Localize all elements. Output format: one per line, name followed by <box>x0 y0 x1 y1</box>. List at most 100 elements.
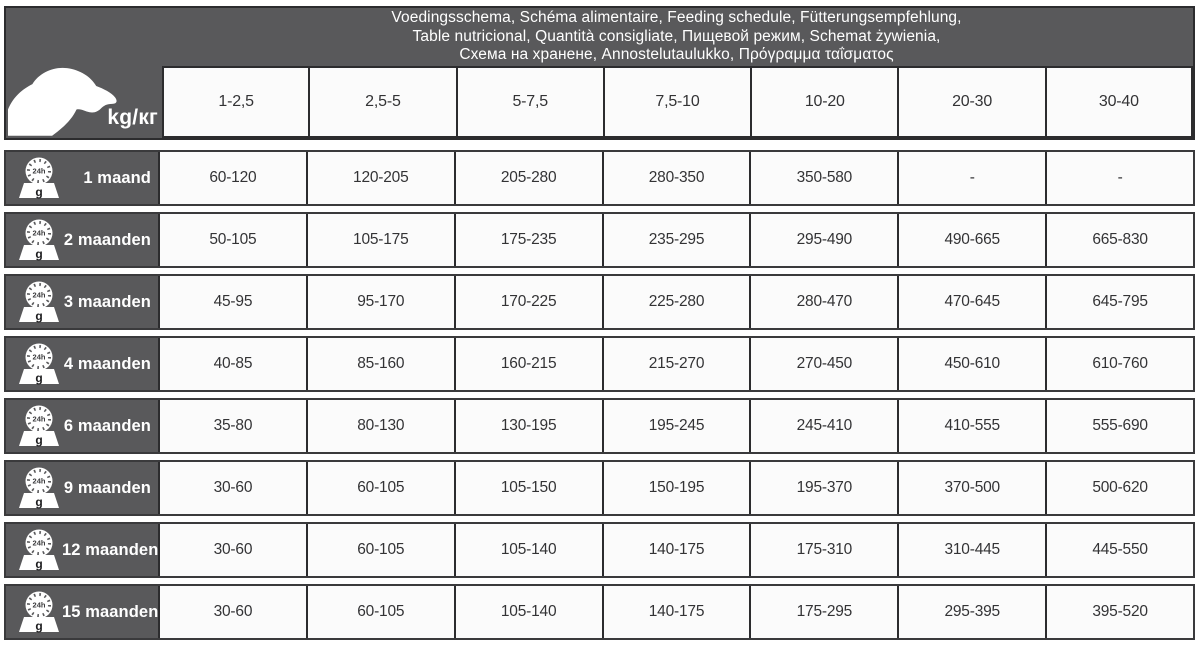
weight-range-header-row: 1-2,5 2,5-5 5-7,5 7,5-10 10-20 20-30 30-40 <box>162 66 1193 138</box>
feeding-amount-cell: 295-395 <box>897 586 1046 638</box>
feeding-amount-cell: 195-370 <box>749 462 898 514</box>
feeding-amount-cell: 450-610 <box>897 338 1046 390</box>
svg-text:24h: 24h <box>33 539 46 548</box>
row-label: 6 maanden <box>63 416 151 435</box>
feeding-amount-cell: 45-95 <box>158 276 306 328</box>
svg-text:g: g <box>35 433 42 447</box>
svg-text:24h: 24h <box>33 291 46 300</box>
feeding-amount-cell: 310-445 <box>897 524 1046 576</box>
feeding-amount-cell: 105-140 <box>453 586 602 638</box>
table-row: 24h g 3 maanden 45-95 95-170 170-225 225-28… <box>4 274 1195 330</box>
row-label: 12 maanden <box>62 540 158 559</box>
table-row: 24h g 4 maanden 40-85 85-160 160-215 215-27… <box>4 336 1195 392</box>
row-label: 4 maanden <box>63 354 151 373</box>
feeding-amount-cell: 40-85 <box>158 338 306 390</box>
feeding-amount-cell: 555-690 <box>1045 400 1193 452</box>
row-label-cell: 24h g 6 maanden <box>6 400 158 452</box>
feeding-amount-cell: 610-760 <box>1045 338 1193 390</box>
feeding-amount-cell: 295-490 <box>749 214 898 266</box>
row-label: 1 maand <box>83 168 151 187</box>
table-row: 24h g 6 maanden 35-80 80-130 130-195 195-24… <box>4 398 1195 454</box>
svg-text:g: g <box>35 619 42 633</box>
feeding-amount-cell: 280-470 <box>749 276 898 328</box>
feeding-amount-cell: 490-665 <box>897 214 1046 266</box>
svg-text:24h: 24h <box>33 229 46 238</box>
row-label: 3 maanden <box>63 292 151 311</box>
feeding-amount-cell: 500-620 <box>1045 462 1193 514</box>
feeding-amount-cell: 170-225 <box>453 276 602 328</box>
feeding-amount-cell: 35-80 <box>158 400 306 452</box>
feeding-amount-cell: 370-500 <box>897 462 1046 514</box>
feeding-amount-cell: 160-215 <box>453 338 602 390</box>
feeding-amount-cell: 205-280 <box>453 152 602 204</box>
weight-range-header-cell: 30-40 <box>1045 66 1193 138</box>
feeding-amount-cell: 105-140 <box>453 524 602 576</box>
feeding-amount-cell: 60-105 <box>305 524 454 576</box>
row-label-cell: 24h g 2 maanden <box>6 214 158 266</box>
feeding-amount-cell: 50-105 <box>158 214 306 266</box>
table-header-block: Voedingsschema, Schéma alimentaire, Feed… <box>4 6 1195 140</box>
feeding-amount-cell: - <box>897 152 1046 204</box>
svg-text:g: g <box>35 557 42 571</box>
feeding-amount-cell: 80-130 <box>305 400 454 452</box>
weight-range-header-cell: 1-2,5 <box>162 66 310 138</box>
weight-range-header-cell: 2,5-5 <box>309 66 457 138</box>
title-line-3: Схема на хранене, Annostelutaulukko, Πρό… <box>459 46 894 64</box>
feeding-amount-cell: 30-60 <box>158 586 306 638</box>
feeding-amount-cell: 95-170 <box>305 276 454 328</box>
weight-unit-label: kg/кг <box>107 106 158 129</box>
feeding-amount-cell: 120-205 <box>305 152 454 204</box>
feeding-amount-cell: 105-150 <box>453 462 602 514</box>
kitchen-scale-icon: 24h g <box>19 591 59 633</box>
svg-text:g: g <box>35 185 42 199</box>
feeding-amount-cell: 30-60 <box>158 524 306 576</box>
feeding-amount-cell: 195-245 <box>601 400 750 452</box>
feeding-amount-cell: 445-550 <box>1045 524 1193 576</box>
svg-text:24h: 24h <box>33 353 46 362</box>
table-row: 24h g 9 maanden 30-60 60-105 105-150 150-19… <box>4 460 1195 516</box>
svg-text:24h: 24h <box>33 477 46 486</box>
feeding-amount-cell: 85-160 <box>305 338 454 390</box>
feeding-amount-cell: 645-795 <box>1045 276 1193 328</box>
table-body: 24h g 1 maand 60-120 120-205 205-280 280-35… <box>4 150 1195 646</box>
svg-text:g: g <box>35 309 42 323</box>
feeding-amount-cell: 245-410 <box>749 400 898 452</box>
title-line-1: Voedingsschema, Schéma alimentaire, Feed… <box>391 8 962 26</box>
kitchen-scale-icon: 24h g <box>19 343 59 385</box>
row-label: 2 maanden <box>63 230 151 249</box>
feeding-amount-cell: 60-105 <box>305 586 454 638</box>
table-row: 24h g 2 maanden 50-105 105-175 175-235 235-… <box>4 212 1195 268</box>
svg-text:g: g <box>35 247 42 261</box>
svg-text:24h: 24h <box>33 415 46 424</box>
feeding-amount-cell: 235-295 <box>601 214 750 266</box>
feeding-amount-cell: 175-235 <box>453 214 602 266</box>
table-row: 24h g 12 maanden 30-60 60-105 105-140 140-1… <box>4 522 1195 578</box>
feeding-amount-cell: 175-295 <box>749 586 898 638</box>
feeding-amount-cell: 470-645 <box>897 276 1046 328</box>
feeding-amount-cell: 410-555 <box>897 400 1046 452</box>
kitchen-scale-icon: 24h g <box>19 467 59 509</box>
weight-range-header-cell: 7,5-10 <box>603 66 752 138</box>
kitchen-scale-icon: 24h g <box>19 157 59 199</box>
table-row: 24h g 15 maanden 30-60 60-105 105-140 140-1… <box>4 584 1195 640</box>
feeding-amount-cell: 130-195 <box>453 400 602 452</box>
feeding-amount-cell: 225-280 <box>601 276 750 328</box>
feeding-amount-cell: 270-450 <box>749 338 898 390</box>
weight-range-header-cell: 10-20 <box>751 66 899 138</box>
feeding-amount-cell: 140-175 <box>601 586 750 638</box>
feeding-amount-cell: 665-830 <box>1045 214 1193 266</box>
feeding-amount-cell: 150-195 <box>601 462 750 514</box>
weight-range-header-cell: 5-7,5 <box>456 66 604 138</box>
kitchen-scale-icon: 24h g <box>19 405 59 447</box>
row-label-cell: 24h g 1 maand <box>6 152 158 204</box>
dog-head-icon <box>8 67 117 136</box>
svg-text:24h: 24h <box>33 167 46 176</box>
feeding-amount-cell: 140-175 <box>601 524 750 576</box>
kitchen-scale-icon: 24h g <box>19 281 59 323</box>
table-title: Voedingsschema, Schéma alimentaire, Feed… <box>160 8 1193 66</box>
row-label: 15 maanden <box>62 602 158 621</box>
feeding-amount-cell: 105-175 <box>305 214 454 266</box>
row-label-cell: 24h g 12 maanden <box>6 524 158 576</box>
table-row: 24h g 1 maand 60-120 120-205 205-280 280-35… <box>4 150 1195 206</box>
